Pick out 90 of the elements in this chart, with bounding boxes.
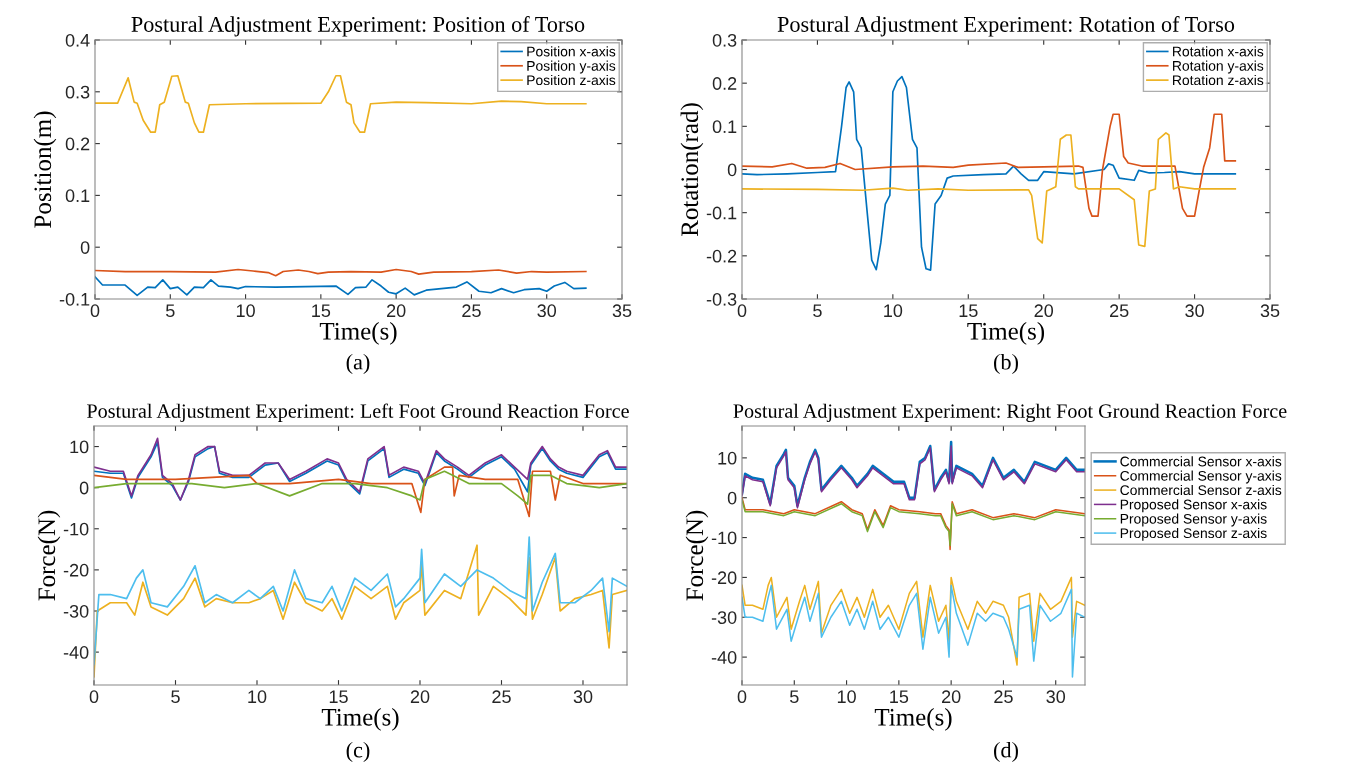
chart-title: Postural Adjustment Experiment: Right Foot Ground Reaction Force: [733, 403, 1287, 423]
line-series: [742, 576, 1085, 666]
y-tick-label: 0.2: [712, 77, 737, 90]
x-tick-label: 0: [737, 304, 747, 318]
x-tick-label: 20: [942, 690, 961, 704]
legend-label: Position y-axis: [527, 60, 616, 74]
y-tick-label: 0.3: [712, 33, 737, 47]
y-tick-label: -0.1: [59, 292, 90, 306]
line-series: [95, 268, 587, 277]
y-tick-label: 0: [727, 491, 737, 505]
x-tick-label: 15: [890, 690, 909, 704]
text: (b): [994, 353, 1018, 375]
x-tick-label: 25: [1110, 304, 1129, 318]
line-series: [95, 275, 587, 297]
x-tick-label: 10: [837, 690, 856, 704]
x-tick-label: 25: [492, 690, 511, 704]
legend-label: Rotation y-axis: [1173, 60, 1264, 74]
x-axis-title: Time(s): [319, 322, 397, 345]
y-axis-title: Force(N): [37, 510, 61, 601]
y-tick-label: -40: [711, 651, 737, 664]
y-tick-label: -30: [63, 604, 89, 618]
text: (c): [346, 741, 370, 763]
y-tick-label: -30: [711, 611, 737, 624]
y-tick-label: 0: [79, 481, 89, 495]
y-axis-title: Rotation(rad): [680, 103, 704, 237]
x-tick-label: 20: [387, 304, 406, 318]
y-tick-label: 0.2: [65, 137, 90, 151]
y-tick-label: 0: [80, 241, 90, 254]
line-series: [94, 470, 627, 505]
text: (d): [994, 741, 1018, 763]
legend-label: Commercial Sensor x-axis: [1120, 456, 1282, 467]
x-tick-label: 25: [462, 304, 481, 318]
y-tick-label: -0.1: [706, 206, 737, 220]
x-tick-label: 25: [994, 690, 1013, 704]
y-tick-label: 0: [727, 163, 737, 177]
line-series: [742, 131, 1237, 248]
chart-title: Postural Adjustment Experiment: Rotation of Torso: [777, 16, 1235, 37]
line-series: [742, 584, 1085, 678]
y-tick-label: 0.1: [65, 189, 90, 203]
x-tick-label: 30: [1185, 304, 1204, 318]
line-series: [742, 113, 1237, 217]
x-tick-label: 10: [236, 304, 255, 318]
x-tick-label: 0: [89, 690, 99, 704]
y-tick-label: -40: [63, 646, 89, 659]
legend-label: Proposed Sensor z-axis: [1120, 527, 1267, 541]
x-tick-label: 35: [1260, 304, 1280, 318]
legend-label: Commercial Sensor y-axis: [1120, 470, 1282, 484]
x-tick-label: 30: [537, 304, 557, 318]
legend-label: Rotation x-axis: [1173, 46, 1264, 57]
legend-label: Proposed Sensor y-axis: [1120, 513, 1267, 527]
y-axis-title: Position(m): [33, 111, 57, 228]
x-tick-label: 5: [165, 304, 175, 318]
x-tick-label: 15: [312, 304, 331, 318]
x-axis-title: Time(s): [321, 708, 399, 731]
x-tick-label: 35: [612, 304, 632, 318]
y-tick-label: -10: [711, 531, 737, 545]
y-tick-label: 0.4: [65, 33, 90, 47]
y-tick-label: 10: [70, 440, 89, 454]
legend-label: Position x-axis: [527, 46, 616, 57]
x-tick-label: 20: [1034, 304, 1054, 318]
x-tick-label: 15: [959, 304, 978, 318]
chart-title: Postural Adjustment Experiment: Position of Torso: [131, 16, 585, 37]
x-tick-label: 10: [884, 304, 903, 318]
x-tick-label: 5: [789, 690, 799, 704]
x-axis-title: Time(s): [967, 322, 1045, 345]
x-tick-label: 0: [90, 304, 100, 318]
legend-label: Commercial Sensor z-axis: [1120, 484, 1282, 496]
legend-label: Proposed Sensor x-axis: [1120, 499, 1267, 513]
y-tick-label: -20: [711, 571, 737, 585]
x-tick-label: 0: [737, 690, 747, 704]
x-tick-label: 5: [171, 690, 180, 704]
x-axis-title: Time(s): [874, 708, 952, 731]
legend-label: Position z-axis: [527, 74, 616, 86]
x-tick-label: 5: [813, 304, 822, 318]
text: (a): [346, 353, 370, 375]
x-tick-label: 30: [1046, 690, 1066, 704]
y-axis-title: Force(N): [685, 510, 709, 601]
y-tick-label: -10: [63, 522, 89, 536]
y-tick-label: -0.3: [706, 292, 737, 306]
y-tick-label: 0.1: [712, 120, 737, 134]
legend-label: Rotation z-axis: [1173, 74, 1264, 86]
x-tick-label: 30: [573, 690, 593, 704]
x-tick-label: 15: [329, 690, 348, 704]
y-tick-label: -20: [63, 563, 89, 577]
chart-title: Postural Adjustment Experiment: Left Foot Ground Reaction Force: [87, 403, 629, 422]
x-tick-label: 20: [410, 690, 430, 704]
y-tick-label: 10: [718, 451, 737, 465]
y-tick-label: 0.3: [65, 85, 90, 99]
y-tick-label: -0.2: [706, 249, 737, 263]
x-tick-label: 10: [248, 690, 267, 704]
